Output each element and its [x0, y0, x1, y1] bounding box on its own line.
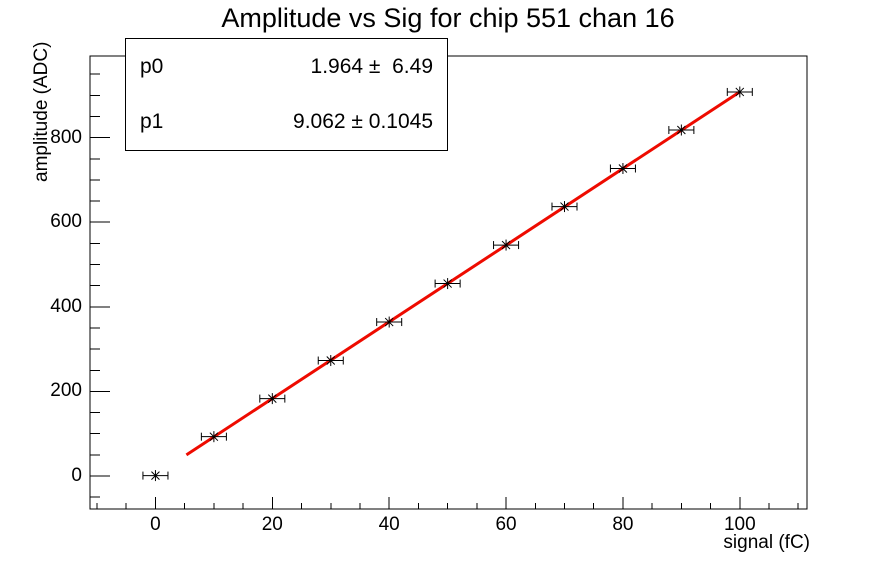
data-point-marker [434, 278, 461, 290]
x-tick-label: 60 [495, 514, 517, 535]
stat-param-value: 9.062 ± 0.1045 [293, 110, 433, 134]
axis-ticks [90, 73, 799, 509]
x-tick-label: 40 [378, 514, 400, 535]
data-point-marker [317, 355, 344, 367]
y-tick-label: 0 [71, 465, 82, 486]
x-tick-label: 0 [150, 514, 161, 535]
marker-arm [384, 317, 394, 327]
y-tick-label: 800 [50, 126, 82, 148]
y-tick-label: 200 [50, 380, 82, 402]
data-point-marker [493, 239, 520, 251]
x-tick-label: 100 [723, 514, 756, 535]
stat-param-name: p1 [140, 110, 164, 134]
stat-row-p1: p1 9.062 ± 0.1045 [126, 110, 447, 134]
x-axis-title: signal (fC) [723, 532, 810, 553]
marker-arm [735, 87, 745, 97]
x-tick-label: 20 [261, 514, 283, 535]
marker-arm [618, 164, 628, 173]
marker-arm [326, 356, 336, 365]
data-point-marker [668, 124, 695, 136]
fit-stats-box: p0 1.964 ± 6.49 p1 9.062 ± 0.1045 [125, 38, 448, 151]
marker-arm [443, 279, 452, 288]
plot-frame [89, 55, 808, 510]
data-point-marker [259, 393, 286, 405]
stat-param-value: 1.964 ± 6.49 [310, 54, 433, 78]
data-point-marker [609, 163, 636, 175]
marker-arm [209, 432, 219, 442]
stat-row-p0: p0 1.964 ± 6.49 [126, 55, 447, 79]
data-point-marker [551, 201, 578, 213]
x-tick-label: 80 [612, 514, 634, 535]
y-tick-label: 600 [50, 211, 82, 233]
y-axis-title: amplitude (ADC) [31, 41, 52, 182]
data-point-marker [376, 316, 403, 328]
stat-param-name: p0 [140, 54, 164, 78]
data-point-marker [726, 86, 753, 98]
marker-arm [677, 125, 686, 135]
marker-arm [501, 240, 511, 250]
y-tick-label: 400 [50, 295, 82, 317]
marker-arm [560, 202, 569, 211]
plot-title: Amplitude vs Sig for chip 551 chan 16 [221, 3, 675, 33]
marker-arm [267, 394, 277, 403]
data-points [142, 86, 753, 482]
data-point-marker [200, 431, 227, 443]
marker-arm [151, 471, 160, 480]
fit-line [185, 90, 741, 457]
data-point-marker [142, 470, 169, 482]
